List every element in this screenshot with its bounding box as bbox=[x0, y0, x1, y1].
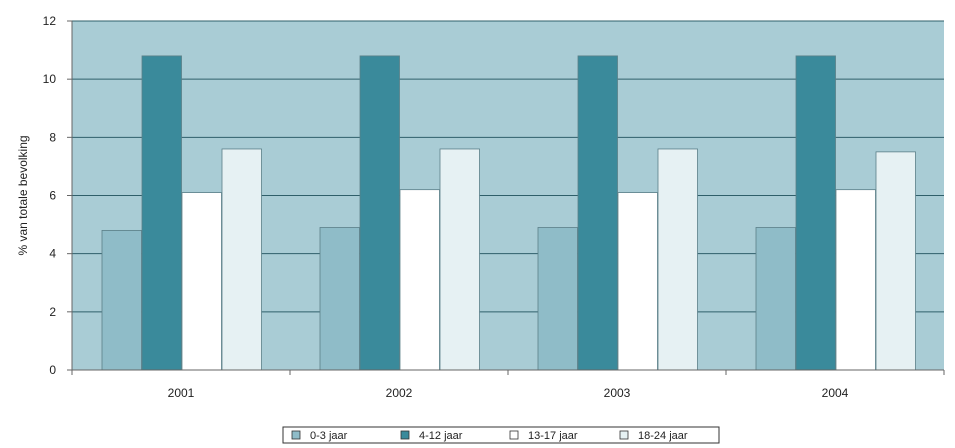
y-tick-label: 12 bbox=[43, 14, 57, 28]
bar-13-17-jaar-2001 bbox=[181, 192, 222, 371]
bar-0-3-jaar-2003 bbox=[537, 227, 578, 371]
legend-label-4-12-jaar: 4-12 jaar bbox=[419, 430, 463, 442]
legend-label-13-17-jaar: 13-17 jaar bbox=[528, 430, 578, 442]
y-tick-label: 8 bbox=[49, 130, 56, 144]
y-tick-label: 2 bbox=[49, 305, 56, 319]
x-tick-label: 2003 bbox=[604, 386, 631, 400]
bar-0-3-jaar-2001 bbox=[101, 229, 142, 371]
bar-4-12-jaar-2003 bbox=[577, 55, 618, 371]
x-tick-label: 2004 bbox=[822, 386, 849, 400]
x-tick-label: 2001 bbox=[168, 386, 195, 400]
x-axis-ticks: 2001 2002 2003 2004 bbox=[71, 370, 945, 400]
bar-18-24-jaar-2002 bbox=[439, 148, 480, 371]
x-tick-label: 2002 bbox=[386, 386, 413, 400]
y-axis-label: % van totale bevolking bbox=[16, 135, 30, 255]
legend-box bbox=[282, 426, 720, 444]
legend-swatch-0-3-jaar bbox=[291, 430, 301, 440]
bar-0-3-jaar-2002 bbox=[319, 227, 360, 371]
y-tick-label: 4 bbox=[49, 247, 56, 261]
y-tick-label: 6 bbox=[49, 189, 56, 203]
y-tick-label: 10 bbox=[43, 72, 57, 86]
bar-18-24-jaar-2003 bbox=[657, 148, 698, 371]
legend-swatch-18-24-jaar bbox=[619, 430, 629, 440]
legend-swatch-4-12-jaar bbox=[400, 430, 410, 440]
bar-4-12-jaar-2004 bbox=[795, 55, 836, 371]
legend-label-18-24-jaar: 18-24 jaar bbox=[638, 430, 688, 442]
legend-swatch-13-17-jaar bbox=[509, 430, 519, 440]
y-tick-label: 0 bbox=[49, 363, 56, 377]
bar-4-12-jaar-2002 bbox=[359, 55, 400, 371]
bar-18-24-jaar-2004 bbox=[875, 151, 916, 371]
y-axis-ticks: 0 2 4 6 8 10 12 bbox=[43, 14, 72, 377]
bar-13-17-jaar-2003 bbox=[617, 192, 658, 371]
legend-label-0-3-jaar: 0-3 jaar bbox=[310, 430, 348, 442]
bar-13-17-jaar-2004 bbox=[835, 189, 876, 371]
bar-18-24-jaar-2001 bbox=[221, 148, 262, 371]
bar-13-17-jaar-2002 bbox=[399, 189, 440, 371]
bars bbox=[101, 55, 916, 371]
bar-4-12-jaar-2001 bbox=[141, 55, 182, 371]
legend: 0-3 jaar 4-12 jaar 13-17 jaar 18-24 jaar bbox=[282, 426, 720, 444]
bar-0-3-jaar-2004 bbox=[755, 227, 796, 371]
